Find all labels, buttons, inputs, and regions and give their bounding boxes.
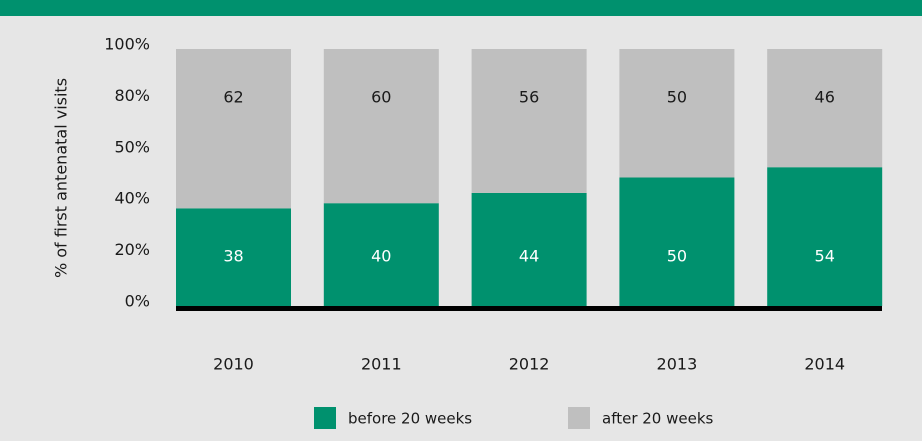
legend-label: after 20 weeks [602, 410, 714, 428]
y-axis-title: % of first antenatal visits [52, 78, 71, 278]
bar-segment [176, 49, 291, 209]
value-label: 46 [815, 87, 835, 106]
x-tick-label: 2014 [804, 355, 845, 374]
baseline [176, 306, 882, 311]
x-tick-label: 2012 [509, 355, 550, 374]
y-tick-label: 0% [125, 292, 150, 311]
value-label: 44 [519, 247, 539, 266]
bar-segment [619, 177, 735, 306]
legend-swatch [314, 407, 336, 429]
x-tick-label: 2010 [213, 355, 254, 374]
bar-segment [767, 49, 883, 168]
bar-segment [471, 192, 587, 306]
legend-label: before 20 weeks [348, 410, 472, 428]
bar-segment [323, 203, 439, 306]
value-label: 56 [519, 87, 539, 106]
y-tick-label: 100% [104, 35, 150, 54]
value-label: 54 [815, 247, 835, 266]
bar-segment [176, 208, 291, 306]
value-label: 50 [667, 247, 687, 266]
y-tick-label: 20% [114, 240, 150, 259]
value-label: 62 [223, 87, 243, 106]
y-tick-label: 80% [114, 86, 150, 105]
y-tick-label: 50% [114, 137, 150, 156]
x-tick-label: 2013 [657, 355, 698, 374]
x-tick-label: 2011 [361, 355, 402, 374]
value-label: 40 [371, 247, 391, 266]
bar-segment [619, 49, 735, 178]
bar-segment [471, 49, 587, 193]
y-tick-label: 40% [114, 189, 150, 208]
value-label: 50 [667, 87, 687, 106]
legend-swatch [568, 407, 590, 429]
value-label: 60 [371, 87, 391, 106]
value-label: 38 [223, 247, 243, 266]
header-band [0, 0, 922, 16]
bar-segment [767, 167, 883, 306]
bar-segment [323, 49, 439, 204]
